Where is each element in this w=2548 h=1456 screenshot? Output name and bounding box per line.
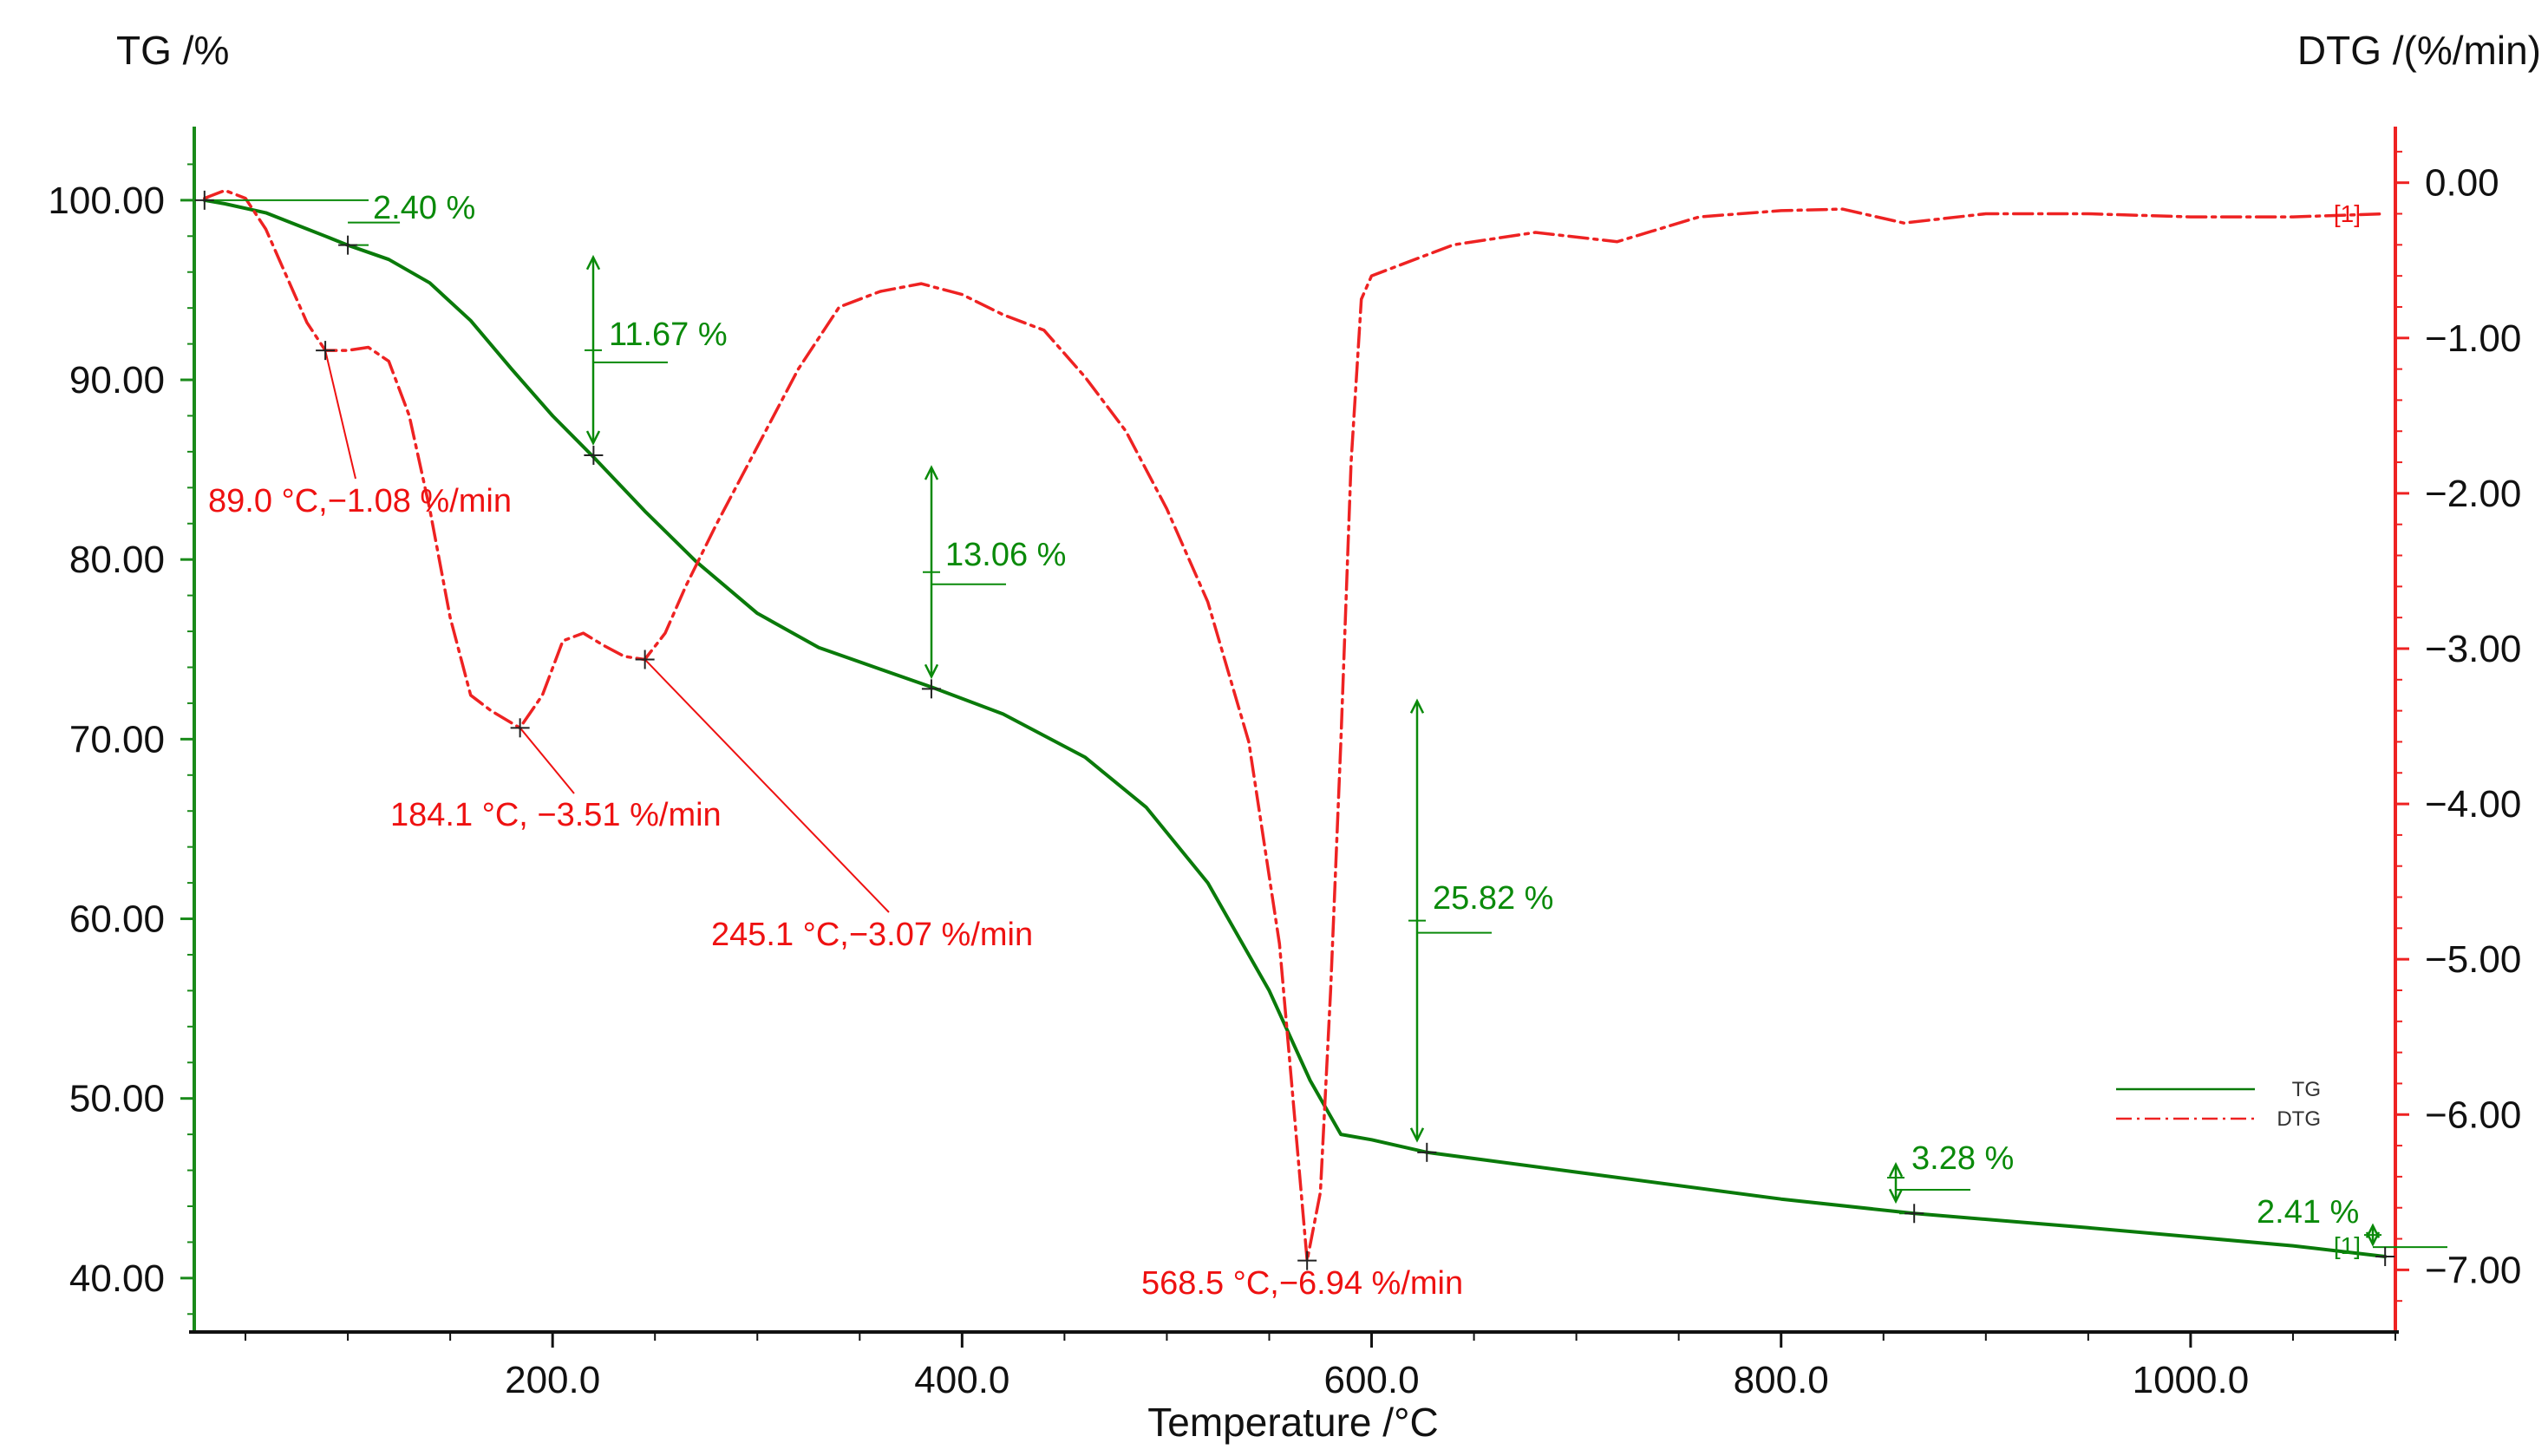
x-axis-title: Temperature /°C bbox=[1147, 1400, 1438, 1445]
peak-marker bbox=[635, 650, 655, 669]
step-label-text: 2.40 % bbox=[373, 190, 475, 226]
y-tick-label-tg: 70.00 bbox=[69, 718, 165, 761]
step-arrowhead-top bbox=[1409, 698, 1425, 714]
x-tick-label: 800.0 bbox=[1734, 1359, 1829, 1401]
y-tick-label-tg: 100.00 bbox=[48, 180, 165, 222]
series-line-tg bbox=[202, 198, 2388, 1258]
step-marker-origin bbox=[194, 190, 214, 210]
step-arrowhead-bottom bbox=[924, 663, 939, 680]
legend-label-tg: TG bbox=[2292, 1078, 2321, 1101]
y-tick-label-tg: 50.00 bbox=[69, 1078, 165, 1120]
mass-loss-step: 13.06 % bbox=[921, 465, 1066, 699]
peak-label: 568.5 °C,−6.94 %/min bbox=[1141, 1265, 1463, 1302]
mass-loss-step: 25.82 % bbox=[1408, 698, 1553, 1162]
y-tick-label-tg: 40.00 bbox=[69, 1257, 165, 1300]
y-tick-label-dtg: −5.00 bbox=[2425, 938, 2521, 981]
axes: 200.0 400.0 600.0 800.0 1000.0 100.00 90.00 80.… bbox=[48, 127, 2521, 1401]
y-tick-label-tg: 90.00 bbox=[69, 359, 165, 402]
y-axis-title-tg: TG /% bbox=[116, 28, 229, 73]
peak-marker bbox=[1297, 1250, 1317, 1270]
y-tick-label-dtg: −4.00 bbox=[2425, 783, 2521, 826]
x-tick-label: 200.0 bbox=[505, 1359, 600, 1401]
step-marker bbox=[1417, 1142, 1437, 1162]
y-tick-label-dtg: −1.00 bbox=[2425, 317, 2521, 360]
mass-loss-step: 2.41 % bbox=[2257, 1194, 2447, 1266]
series-line-dtg bbox=[203, 188, 2387, 1263]
peak-label: 184.1 °C, −3.51 %/min bbox=[390, 797, 722, 833]
step-marker bbox=[921, 679, 941, 699]
step-label-text: 25.82 % bbox=[1433, 880, 1553, 917]
y-tick-label-dtg: 0.00 bbox=[2425, 162, 2499, 205]
peak-leader-line bbox=[519, 727, 575, 794]
y-tick-label-tg: 80.00 bbox=[69, 539, 165, 581]
step-arrowhead-bottom bbox=[2365, 1231, 2381, 1247]
y-axis-title-dtg: DTG /(%/min) bbox=[2297, 28, 2541, 73]
peak-marker bbox=[510, 718, 530, 738]
peak-leader-line bbox=[644, 658, 890, 913]
step-label-text: 3.28 % bbox=[1911, 1140, 2014, 1177]
mass-loss-step: 11.67 % bbox=[584, 254, 728, 466]
legend-label-dtg: DTG bbox=[2277, 1107, 2321, 1131]
mass-loss-step: 3.28 % bbox=[1887, 1140, 2014, 1224]
peak-label: 89.0 °C,−1.08 %/min bbox=[208, 483, 512, 519]
step-marker bbox=[584, 446, 604, 466]
step-arrowhead-bottom bbox=[1888, 1188, 1904, 1205]
step-marker bbox=[2375, 1246, 2395, 1266]
peak-marker bbox=[316, 341, 336, 361]
series-lines bbox=[202, 188, 2388, 1263]
step-label-text: 13.06 % bbox=[945, 537, 1066, 573]
mass-loss-step: 2.40 % bbox=[204, 190, 475, 255]
y-tick-label-dtg: −2.00 bbox=[2425, 473, 2521, 515]
step-marker bbox=[338, 235, 358, 255]
series-end-marker: [1] bbox=[2334, 200, 2361, 227]
y-tick-label-dtg: −3.00 bbox=[2425, 628, 2521, 670]
annotations: 89.0 °C,−1.08 %/min 184.1 °C, −3.51 %/min… bbox=[194, 190, 2447, 1302]
y-tick-label-dtg: −7.00 bbox=[2425, 1249, 2521, 1291]
peak-leader-line bbox=[324, 349, 356, 480]
x-tick-label: 400.0 bbox=[914, 1359, 1009, 1401]
x-tick-label: 1000.0 bbox=[2133, 1359, 2250, 1401]
step-arrowhead-top bbox=[1888, 1162, 1904, 1178]
x-tick-label: 600.0 bbox=[1323, 1359, 1419, 1401]
step-arrowhead-bottom bbox=[1409, 1127, 1425, 1143]
step-label-text: 11.67 % bbox=[609, 317, 728, 353]
step-arrowhead-top bbox=[2365, 1223, 2381, 1238]
step-marker bbox=[1904, 1204, 1924, 1224]
series-end-marker: [1] bbox=[2334, 1232, 2361, 1259]
step-arrowhead-top bbox=[585, 254, 601, 271]
y-tick-label-dtg: −6.00 bbox=[2425, 1094, 2521, 1136]
y-tick-label-tg: 60.00 bbox=[69, 898, 165, 941]
legend: TG DTG bbox=[2116, 1078, 2321, 1131]
step-label-text: 2.41 % bbox=[2257, 1194, 2359, 1231]
step-arrowhead-bottom bbox=[585, 430, 601, 446]
step-arrowhead-top bbox=[924, 465, 939, 480]
peak-label: 245.1 °C,−3.07 %/min bbox=[711, 917, 1033, 953]
